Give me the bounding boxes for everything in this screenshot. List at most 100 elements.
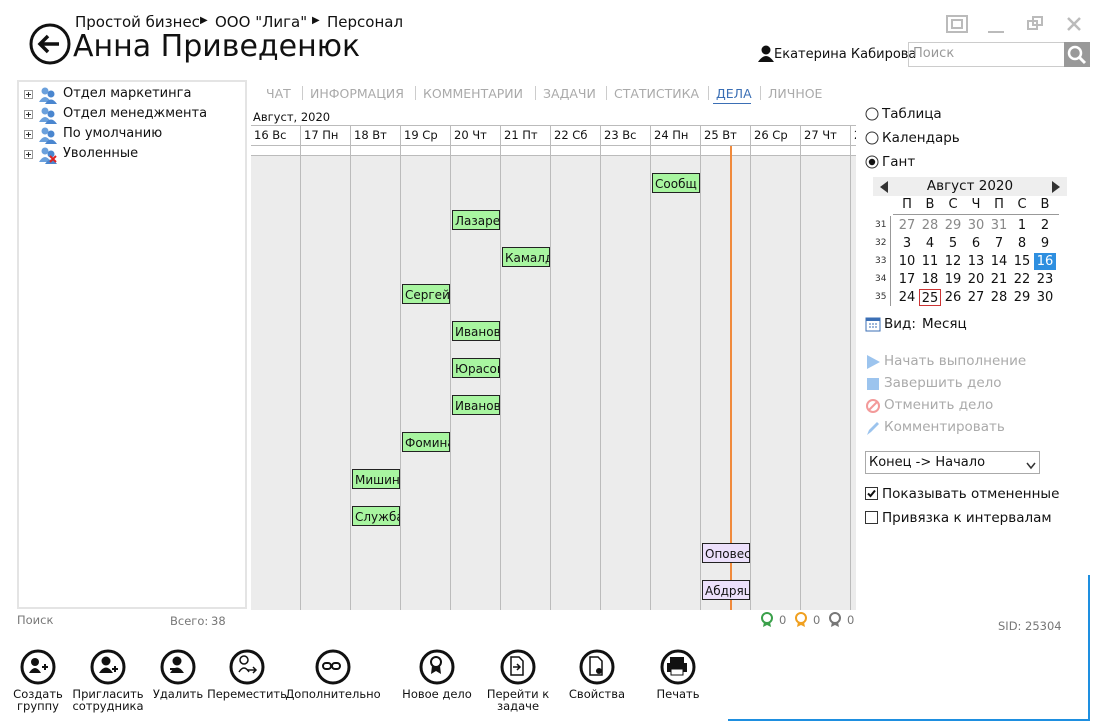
search-button[interactable] bbox=[1064, 42, 1090, 67]
calendar-day[interactable]: 31 bbox=[990, 218, 1008, 233]
calendar-day[interactable]: 16 bbox=[1034, 253, 1056, 270]
checkbox[interactable] bbox=[865, 487, 879, 505]
checkbox-label[interactable]: Показывать отмененные bbox=[882, 486, 1060, 502]
calendar-day[interactable]: 30 bbox=[967, 218, 985, 233]
gantt-task[interactable]: Сергей bbox=[402, 284, 450, 304]
view-value[interactable]: Месяц bbox=[922, 316, 967, 332]
breadcrumb-item[interactable]: Персонал bbox=[327, 13, 404, 31]
calendar-day[interactable]: 14 bbox=[990, 254, 1008, 269]
calendar-day[interactable]: 30 bbox=[1036, 290, 1054, 305]
gantt-task[interactable]: Лазаре bbox=[452, 210, 500, 230]
calendar-day[interactable]: 24 bbox=[898, 290, 916, 305]
calendar-day[interactable]: 8 bbox=[1017, 236, 1027, 251]
toolbar-label[interactable]: Печать bbox=[656, 687, 700, 701]
calendar-day[interactable]: 23 bbox=[1036, 272, 1054, 287]
toolbar-icon[interactable] bbox=[660, 649, 696, 689]
calendar-day[interactable]: 19 bbox=[944, 272, 962, 287]
footer-search[interactable]: Поиск bbox=[17, 613, 54, 627]
window-controls[interactable] bbox=[940, 12, 1090, 40]
calendar-day[interactable]: 15 bbox=[1013, 254, 1031, 269]
tab[interactable]: ЛИЧНОЕ bbox=[768, 86, 823, 101]
gantt-task[interactable]: Оповес bbox=[702, 543, 750, 563]
toolbar-label[interactable]: Дополнительно bbox=[285, 687, 381, 701]
toolbar-icon[interactable] bbox=[20, 649, 56, 689]
toolbar-label[interactable]: Перейти к задаче bbox=[486, 687, 550, 713]
checkbox[interactable] bbox=[865, 511, 879, 529]
calendar-day[interactable]: 13 bbox=[967, 254, 985, 269]
toolbar-label[interactable]: Удалить bbox=[152, 687, 204, 701]
tab[interactable]: ДЕЛА bbox=[716, 86, 752, 101]
toolbar-icon[interactable] bbox=[90, 649, 126, 689]
gantt-task[interactable]: Сообщ bbox=[652, 173, 700, 193]
calendar-day[interactable]: 10 bbox=[898, 254, 916, 269]
checkbox-label[interactable]: Привязка к интервалам bbox=[882, 510, 1052, 526]
tab[interactable]: КОММЕНТАРИИ bbox=[423, 86, 524, 101]
calendar-day[interactable]: 25 bbox=[919, 289, 941, 306]
calendar-day[interactable]: 21 bbox=[990, 272, 1008, 287]
calendar-day[interactable]: 29 bbox=[944, 218, 962, 233]
calendar-day[interactable]: 12 bbox=[944, 254, 962, 269]
gantt-task[interactable]: Фомина bbox=[402, 432, 450, 452]
tree-expander[interactable] bbox=[24, 149, 34, 164]
tree-item[interactable]: Уволенные bbox=[63, 146, 139, 161]
calendar-day[interactable]: 3 bbox=[902, 236, 912, 251]
action[interactable]: Начать выполнение bbox=[884, 353, 1027, 369]
calendar-day[interactable]: 20 bbox=[967, 272, 985, 287]
toolbar-label[interactable]: Свойства bbox=[568, 687, 626, 701]
next-month[interactable] bbox=[1051, 181, 1061, 197]
action[interactable]: Завершить дело bbox=[884, 375, 1002, 391]
tree-expander[interactable] bbox=[24, 109, 34, 124]
calendar-day[interactable]: 26 bbox=[944, 290, 962, 305]
radio[interactable] bbox=[865, 131, 879, 149]
radio[interactable] bbox=[865, 155, 879, 173]
toolbar-label[interactable]: Новое дело bbox=[402, 687, 472, 701]
tree-expander[interactable] bbox=[24, 89, 34, 104]
user-name[interactable]: Екатерина Кабирова bbox=[774, 47, 917, 62]
calendar-day[interactable]: 29 bbox=[1013, 290, 1031, 305]
link-type-select[interactable] bbox=[865, 451, 1040, 474]
calendar-day[interactable]: 4 bbox=[925, 236, 935, 251]
calendar-day[interactable]: 27 bbox=[898, 218, 916, 233]
radio-label[interactable]: Гант bbox=[882, 154, 916, 170]
toolbar-label[interactable]: Создать группу bbox=[13, 687, 63, 713]
calendar-day[interactable]: 22 bbox=[1013, 272, 1031, 287]
tab[interactable]: ИНФОРМАЦИЯ bbox=[310, 86, 404, 101]
tree-expander[interactable] bbox=[24, 129, 34, 144]
toolbar-icon[interactable] bbox=[419, 649, 455, 689]
tree-item[interactable]: Отдел маркетинга bbox=[63, 86, 192, 101]
calendar-day[interactable]: 7 bbox=[994, 236, 1004, 251]
action[interactable]: Отменить дело bbox=[884, 397, 994, 413]
tree-item[interactable]: Отдел менеджмента bbox=[63, 106, 208, 121]
calendar-day[interactable]: 18 bbox=[921, 272, 939, 287]
calendar-day[interactable]: 2 bbox=[1040, 218, 1050, 233]
calendar-day[interactable]: 1 bbox=[1017, 218, 1027, 233]
toolbar-label[interactable]: Пригласить сотрудника bbox=[72, 687, 144, 713]
calendar-day[interactable]: 28 bbox=[990, 290, 1008, 305]
prev-month[interactable] bbox=[879, 181, 889, 197]
gantt-task[interactable]: Служба bbox=[352, 506, 400, 526]
calendar-day[interactable]: 6 bbox=[971, 236, 981, 251]
radio[interactable] bbox=[865, 107, 879, 125]
radio-label[interactable]: Таблица bbox=[882, 106, 942, 122]
toolbar-icon[interactable] bbox=[160, 649, 196, 689]
gantt-task[interactable]: Абдряц bbox=[702, 580, 750, 600]
back-button[interactable] bbox=[28, 22, 74, 68]
tab[interactable]: ЗАДАЧИ bbox=[543, 86, 596, 101]
gantt-task[interactable]: Мишин bbox=[352, 469, 400, 489]
toolbar-label[interactable]: Переместить bbox=[207, 687, 287, 701]
action[interactable]: Комментировать bbox=[884, 419, 1005, 435]
calendar-day[interactable]: 28 bbox=[921, 218, 939, 233]
toolbar-icon[interactable] bbox=[500, 649, 536, 689]
calendar-day[interactable]: 17 bbox=[898, 272, 916, 287]
calendar-day[interactable]: 5 bbox=[948, 236, 958, 251]
tab[interactable]: ЧАТ bbox=[266, 86, 291, 101]
calendar-day[interactable]: 27 bbox=[967, 290, 985, 305]
toolbar-icon[interactable] bbox=[229, 649, 265, 689]
tab[interactable]: СТАТИСТИКА bbox=[614, 86, 700, 101]
gantt-task[interactable]: Юрасов bbox=[452, 358, 500, 378]
tree-item[interactable]: По умолчанию bbox=[63, 126, 163, 141]
calendar-day[interactable]: 11 bbox=[921, 254, 939, 269]
toolbar-icon[interactable] bbox=[579, 649, 615, 689]
radio-label[interactable]: Календарь bbox=[882, 130, 960, 146]
calendar-day[interactable]: 9 bbox=[1040, 236, 1050, 251]
